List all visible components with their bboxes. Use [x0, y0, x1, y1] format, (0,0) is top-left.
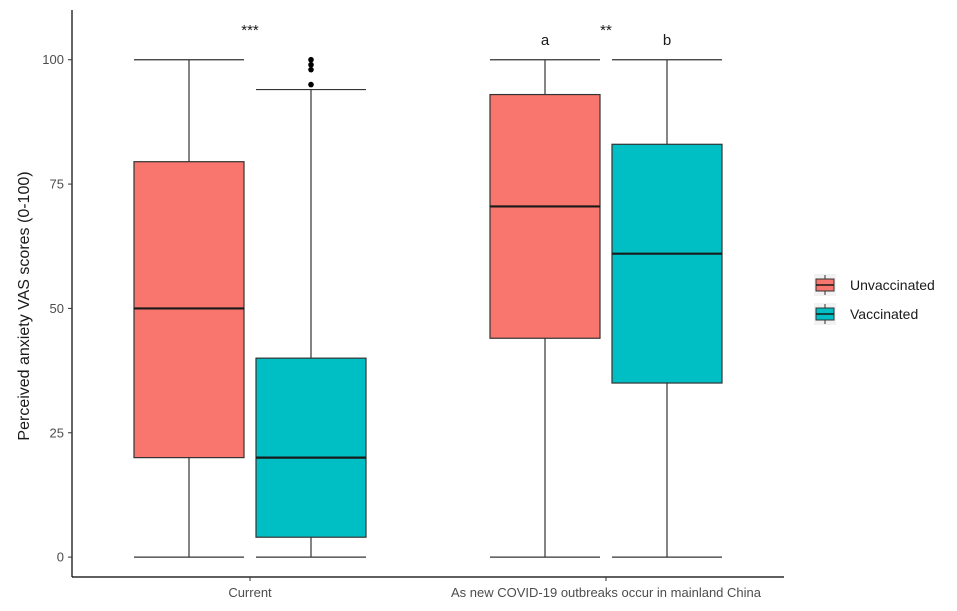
- box-rect: [489, 93, 601, 339]
- outlier-point: [308, 56, 314, 63]
- y-tick-label: 25: [50, 425, 64, 440]
- box-1-0: [255, 56, 367, 558]
- y-tick-label: 75: [50, 177, 64, 192]
- annotation-label: **: [600, 22, 612, 39]
- y-axis-title: Perceived anxiety VAS scores (0-100): [16, 171, 33, 440]
- y-tick-label: 0: [57, 550, 64, 565]
- x-tick-label: Current: [228, 585, 272, 600]
- legend: Unvaccinated Vaccinated: [814, 274, 935, 325]
- annotation-label: b: [663, 32, 671, 49]
- annotation-label: ***: [241, 22, 259, 39]
- box-rect: [133, 161, 245, 459]
- box-rect: [255, 357, 367, 538]
- y-tick-label: 50: [50, 301, 64, 316]
- outlier-point: [308, 81, 314, 88]
- legend-label: Vaccinated: [850, 306, 918, 322]
- legend-item-0: Unvaccinated: [814, 274, 935, 296]
- y-tick-label: 100: [42, 52, 64, 67]
- annotation-label: a: [541, 32, 550, 49]
- box-0-0: [133, 59, 245, 558]
- x-tick-label: As new COVID-19 outbreaks occur in mainl…: [451, 585, 762, 600]
- box-rect: [611, 143, 723, 384]
- legend-item-1: Vaccinated: [814, 303, 918, 325]
- plot-area: 0 25 50 75 100 Current As new COVID-19 outbrea…: [42, 10, 784, 600]
- outlier-point: [308, 66, 314, 73]
- outlier-point: [308, 61, 314, 68]
- box-1-1: [611, 59, 723, 558]
- box-0-1: [489, 59, 601, 558]
- legend-label: Unvaccinated: [850, 277, 935, 293]
